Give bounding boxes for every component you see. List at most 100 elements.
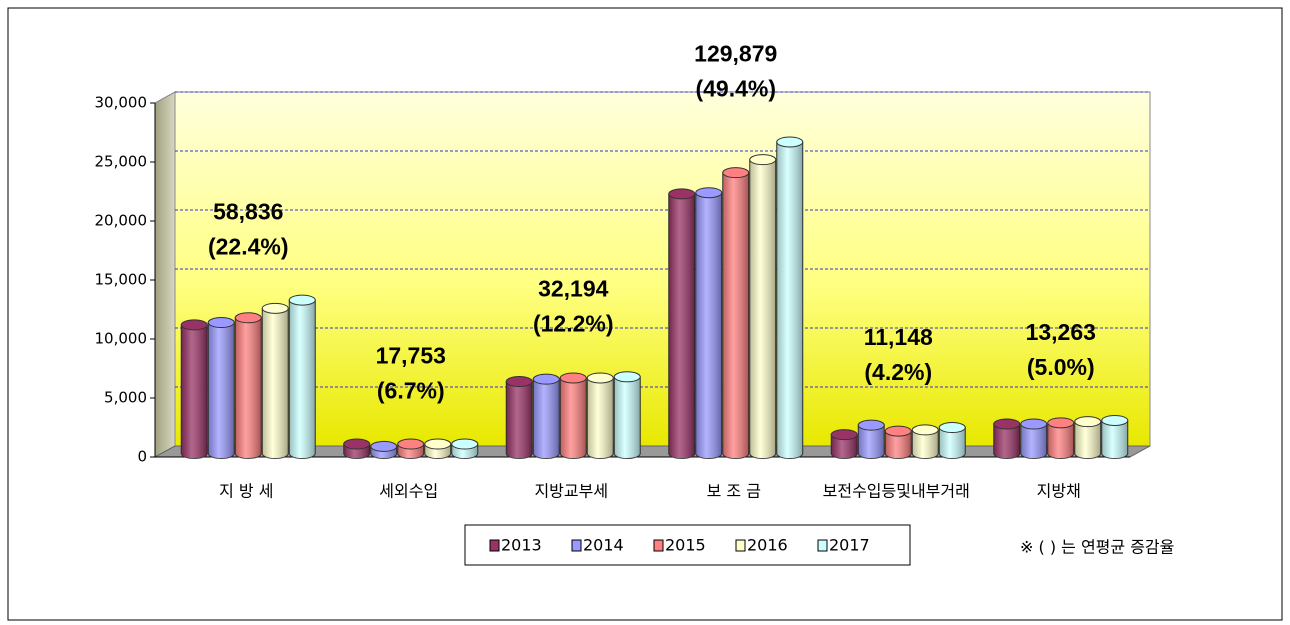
bar <box>343 438 371 459</box>
bar-top <box>776 136 804 148</box>
bar-top <box>938 422 966 434</box>
rate-label: (5.0%) <box>1027 354 1095 380</box>
legend-label: 2013 <box>501 536 542 555</box>
y-tick-label: 0 <box>137 448 147 466</box>
y-tick-label: 20,000 <box>95 212 148 230</box>
bar-top <box>180 319 208 331</box>
rate-label: (4.2%) <box>864 359 932 385</box>
bar-shade <box>749 159 776 459</box>
bar-shade <box>614 376 641 459</box>
bar <box>1047 417 1075 459</box>
bar-top <box>1020 418 1048 430</box>
legend-label: 2015 <box>665 536 706 555</box>
bar-top <box>722 167 750 179</box>
bar-top <box>559 372 587 384</box>
legend-label: 2016 <box>747 536 788 555</box>
bar-top <box>261 302 289 314</box>
bar <box>451 438 479 459</box>
bar-top <box>234 312 262 324</box>
x-tick-label: 세외수입 <box>379 482 438 501</box>
bar <box>505 376 533 459</box>
bar <box>424 438 452 459</box>
legend-box <box>464 524 911 566</box>
legend: 2013 2014 2015 2016 2017 <box>489 536 870 555</box>
bar-shade <box>722 172 749 459</box>
bar <box>613 371 641 459</box>
bar-top <box>830 429 858 441</box>
total-label: 129,879 <box>694 41 777 67</box>
bar-top <box>505 376 533 388</box>
side-wall <box>154 91 176 458</box>
legend-swatch <box>817 539 828 552</box>
bar-shade <box>289 300 316 459</box>
legend-swatch <box>653 539 664 552</box>
bar <box>207 317 235 459</box>
bar <box>938 422 966 459</box>
bar-top <box>424 438 452 450</box>
bar <box>911 424 939 459</box>
rate-label: (6.7%) <box>377 378 445 404</box>
bar <box>532 373 560 459</box>
bar-shade <box>831 434 858 459</box>
bar-top <box>857 419 885 431</box>
x-tick-label: 보 조 금 <box>707 482 761 501</box>
bar <box>776 136 804 459</box>
bar-shade <box>208 322 235 459</box>
bar-top <box>288 294 316 306</box>
rate-label: (12.2%) <box>533 310 614 336</box>
legend-swatch <box>489 539 500 552</box>
bar <box>857 419 885 459</box>
bar <box>180 319 208 459</box>
x-tick-label: 보전수입등및내부거래 <box>823 482 970 501</box>
bar-shade <box>912 429 939 459</box>
y-tick-label: 25,000 <box>95 153 148 171</box>
bar-top <box>668 188 696 200</box>
bar-top <box>613 371 641 383</box>
bar <box>830 429 858 459</box>
bar <box>397 438 425 459</box>
bar-shade <box>1074 421 1101 459</box>
legend-label: 2014 <box>583 536 624 555</box>
rate-label: (22.4%) <box>208 234 289 260</box>
bar-top <box>993 418 1021 430</box>
bar <box>586 372 614 459</box>
bar-top <box>1101 414 1129 426</box>
bar-shade <box>668 193 695 459</box>
bar-top <box>370 440 398 452</box>
legend-label: 2017 <box>829 536 870 555</box>
total-label: 58,836 <box>213 199 283 225</box>
bar-top <box>207 317 235 329</box>
bar-shade <box>776 141 803 459</box>
bar-top <box>695 187 723 199</box>
bar-top <box>911 424 939 436</box>
bar-top <box>586 372 614 384</box>
bar-top <box>397 438 425 450</box>
bar-top <box>1074 416 1102 428</box>
x-tick-label: 지 방 세 <box>219 482 273 501</box>
bar-shade <box>181 324 208 459</box>
x-tick-label: 지방교부세 <box>534 482 608 501</box>
bar-shade <box>587 377 614 459</box>
bar <box>288 294 316 459</box>
bar <box>993 418 1021 459</box>
bar <box>1074 416 1102 459</box>
bar-top <box>343 438 371 450</box>
bar-shade <box>695 192 722 459</box>
bar <box>1020 418 1048 459</box>
bar <box>722 167 750 459</box>
bar-top <box>749 154 777 166</box>
bar <box>695 187 723 459</box>
y-tick-label: 5,000 <box>104 389 147 407</box>
bar-top <box>1047 417 1075 429</box>
bar <box>370 440 398 459</box>
total-label: 32,194 <box>538 275 609 301</box>
legend-swatch <box>735 539 746 552</box>
bar-shade <box>1101 420 1128 459</box>
note: ※ ( ) 는 연평균 증감율 <box>1020 538 1174 557</box>
bar-shade <box>533 379 560 459</box>
rate-label: (49.4%) <box>695 76 776 102</box>
bar-shade <box>560 377 587 459</box>
y-tick-label: 30,000 <box>95 94 148 112</box>
bar-shade <box>1047 422 1074 459</box>
